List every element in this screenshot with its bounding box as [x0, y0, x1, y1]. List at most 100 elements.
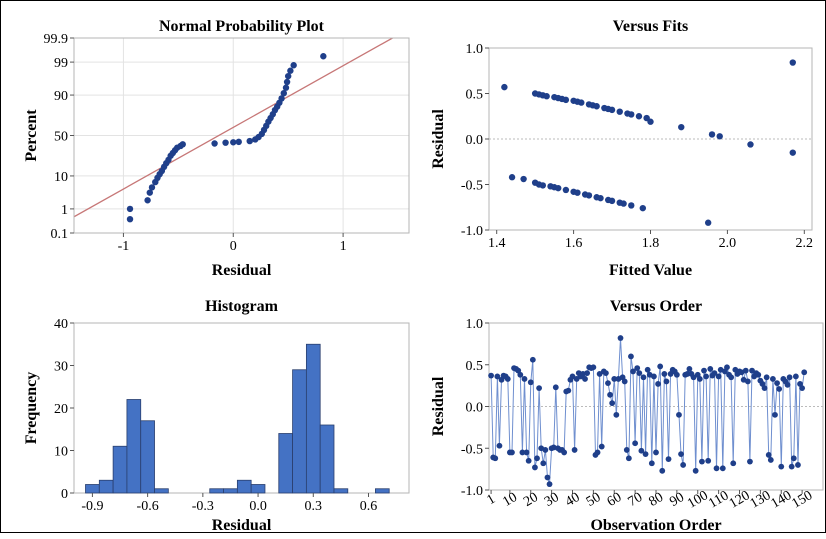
vfits-point — [501, 83, 508, 91]
vfits-y-tick-label: 1.0 — [466, 42, 484, 57]
vorder-y-tick-label: 0.0 — [466, 401, 484, 416]
vorder-point — [644, 366, 651, 373]
vorder-point — [525, 457, 532, 464]
vorder-y-label: Residual — [430, 376, 447, 436]
vorder-frame — [488, 322, 824, 491]
vfits-point — [635, 113, 643, 120]
vorder-point — [582, 376, 588, 382]
vorder-point — [711, 370, 718, 376]
npp-y-tick-label: 0.1 — [51, 227, 69, 242]
vorder-point — [778, 463, 785, 470]
npp-title: Normal Probability Plot — [159, 18, 325, 35]
npp-point — [148, 184, 156, 191]
vorder-point — [705, 457, 712, 464]
vorder-point — [715, 373, 722, 380]
vorder-point — [763, 374, 770, 381]
vfits-point — [716, 133, 723, 140]
vorder-point — [546, 481, 553, 488]
vfits-point — [628, 111, 635, 118]
vorder-point — [640, 374, 647, 381]
npp-point — [283, 78, 291, 86]
vorder-series-line — [490, 337, 805, 485]
vfits-point — [585, 192, 593, 199]
vorder-point — [638, 447, 645, 454]
vorder-point — [749, 367, 755, 374]
vorder-x-tick-label: 20 — [521, 490, 541, 510]
hist-bar — [154, 488, 169, 494]
vorder-point — [724, 364, 730, 371]
npp-point — [144, 197, 151, 204]
npp-y-label: Percent — [23, 109, 40, 162]
vorder-point — [673, 371, 680, 378]
hist-bar — [223, 488, 238, 494]
npp-x-tick-label: -1 — [118, 239, 130, 254]
vfits-point — [708, 131, 716, 138]
hist-x-tick-label: -0.3 — [192, 499, 214, 514]
vfits-point — [704, 219, 712, 226]
npp-point — [246, 137, 253, 145]
vorder-point — [492, 455, 499, 462]
vorder-point — [590, 364, 597, 371]
npp-point — [284, 72, 292, 80]
vfits-point — [616, 108, 623, 115]
vorder-x-label: Observation Order — [590, 517, 721, 534]
vorder-point — [504, 376, 511, 382]
vorder-point — [523, 449, 530, 456]
vorder-point — [772, 411, 778, 418]
vorder-point — [488, 372, 494, 379]
hist-bar — [85, 484, 100, 494]
vfits-point — [608, 197, 616, 205]
vorder-x-tick-label: 1 — [485, 492, 499, 508]
hist-bar — [236, 479, 252, 494]
vorder-point — [534, 455, 540, 462]
vfits-y-label: Residual — [430, 109, 447, 169]
hist-bar — [209, 488, 224, 494]
npp-y-tick-label: 90 — [54, 89, 68, 104]
vfits-point — [543, 93, 550, 100]
vorder-point — [790, 455, 797, 462]
vorder-point — [561, 449, 568, 456]
hist-bar — [112, 445, 128, 494]
vorder-point — [617, 335, 624, 341]
vorder-point — [542, 447, 549, 453]
npp-point — [126, 205, 134, 213]
npp-x-tick-label: 0 — [230, 239, 237, 254]
vfits-y-tick-label: 0.0 — [466, 133, 484, 148]
vorder-point — [765, 452, 772, 458]
npp-x-label: Residual — [212, 262, 272, 279]
vorder-point — [707, 366, 714, 372]
vorder-point — [799, 385, 806, 392]
vfits-point — [747, 141, 754, 148]
vorder-point — [529, 356, 536, 363]
vorder-point — [625, 455, 632, 462]
vorder-point — [573, 376, 580, 382]
vorder-point — [653, 449, 659, 456]
vorder-point — [584, 370, 591, 376]
vfits-x-tick-label: 1.6 — [565, 236, 583, 251]
vorder-point — [651, 373, 657, 380]
npp-point — [126, 215, 134, 223]
hist-bar — [126, 399, 142, 494]
hist-y-label: Frequency — [23, 372, 40, 445]
vorder-point — [730, 460, 737, 467]
hist-bar — [98, 479, 114, 494]
vfits-point — [574, 189, 581, 196]
npp-point — [230, 139, 237, 146]
vfits-point — [562, 96, 570, 104]
vorder-point — [680, 462, 687, 468]
vfits-point — [593, 103, 600, 110]
vfits-point — [508, 174, 516, 181]
vorder-point — [565, 387, 572, 394]
hist-bar — [333, 488, 349, 494]
vorder-point — [621, 378, 628, 385]
vfits-point — [678, 123, 685, 131]
vfits-point — [789, 149, 796, 156]
vorder-point — [607, 391, 613, 398]
vorder-point — [690, 374, 697, 381]
vorder-x-tick-label: 40 — [563, 490, 583, 510]
vorder-point — [532, 464, 538, 471]
vorder-point — [628, 353, 634, 360]
vorder-point — [544, 474, 551, 481]
vorder-point — [552, 384, 559, 391]
